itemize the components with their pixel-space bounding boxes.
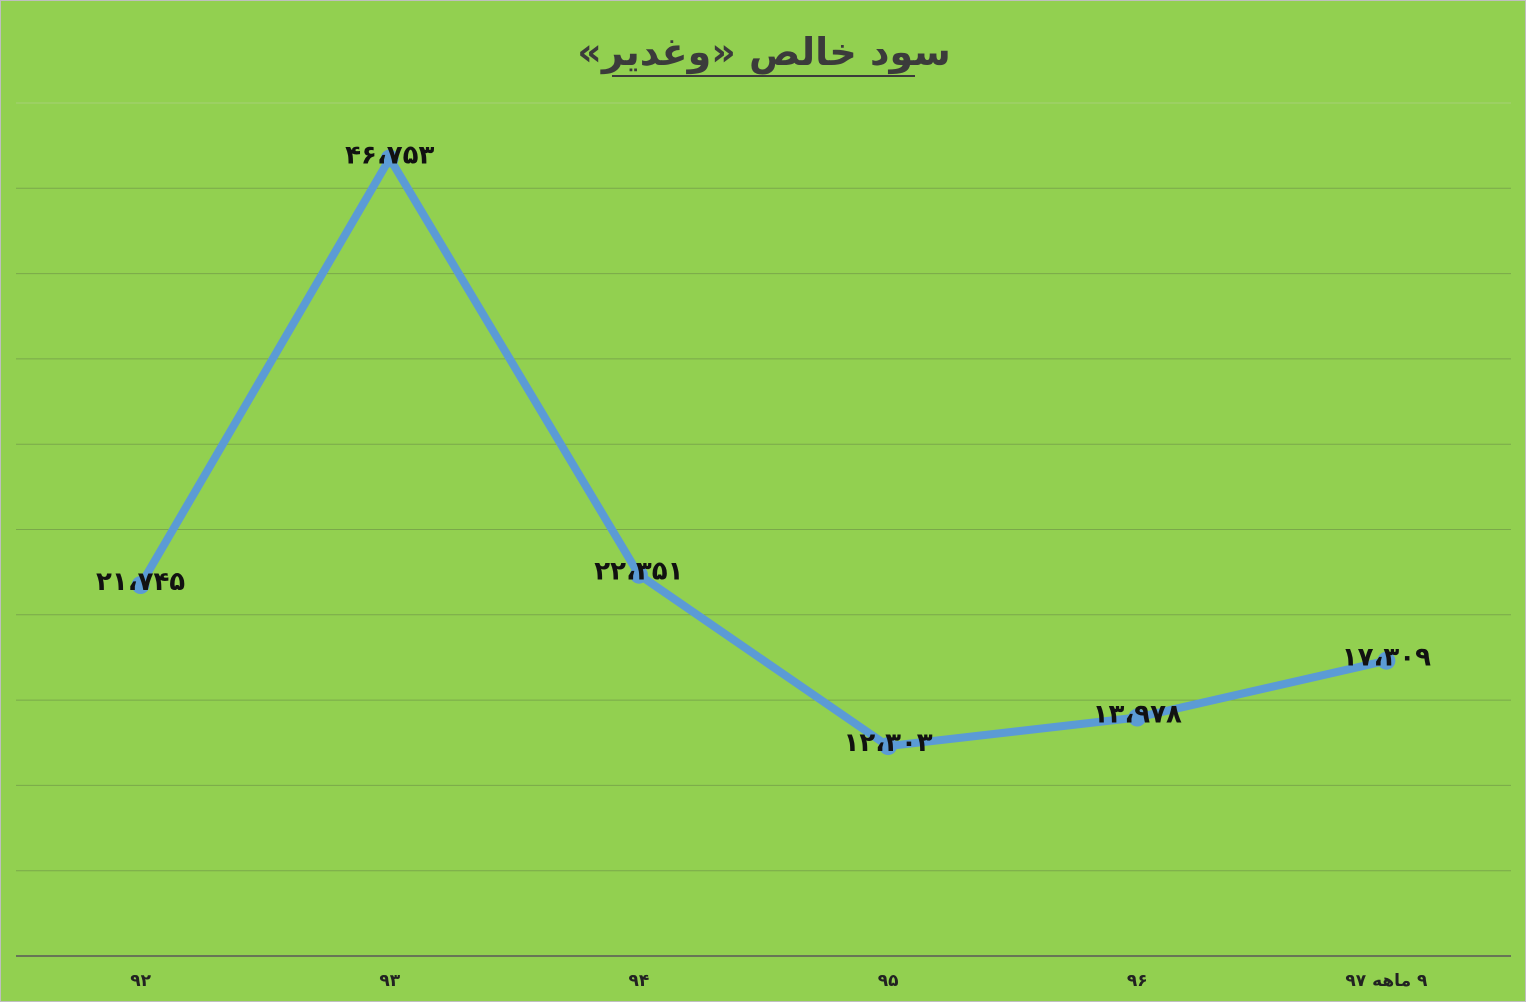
data-point: [1377, 651, 1396, 670]
data-label: ۱۷،۳۰۹: [1342, 643, 1431, 673]
data-point: [131, 576, 150, 595]
data-label: ۱۳،۹۷۸: [1093, 700, 1182, 730]
x-tick-label: ۹۵: [878, 971, 899, 991]
data-label: ۱۲،۳۰۳: [843, 728, 932, 758]
series-line: [137, 150, 1388, 751]
data-point: [1128, 708, 1147, 727]
chart-title: سود خالص «وغدیر»: [577, 30, 950, 75]
data-labels: ۲۱،۷۴۵ ۴۶،۷۵۳ ۲۲،۳۵۱ ۱۲،۳۰۳ ۱۳،۹۷۸ ۱۷،۳۰۹: [96, 140, 1431, 758]
gridlines: [16, 102, 1511, 872]
x-tick-label: ۹۴: [629, 971, 650, 991]
x-tick-label: ۹۲: [130, 971, 151, 991]
data-label: ۲۱،۷۴۵: [96, 567, 185, 597]
x-tick-label: ۹۳: [379, 971, 400, 991]
data-point: [879, 737, 898, 756]
data-label: ۲۲،۳۵۱: [594, 557, 683, 587]
data-label: ۴۶،۷۵۳: [345, 140, 434, 170]
data-point: [629, 565, 648, 584]
x-tick-label: ۹۶: [1127, 971, 1148, 991]
data-point: [380, 149, 399, 168]
x-tick-labels: ۹۲ ۹۳ ۹۴ ۹۵ ۹۶ ۹ ماهه ۹۷: [130, 971, 1428, 991]
series-markers: [131, 149, 1396, 756]
x-tick-label: ۹ ماهه ۹۷: [1345, 971, 1428, 991]
